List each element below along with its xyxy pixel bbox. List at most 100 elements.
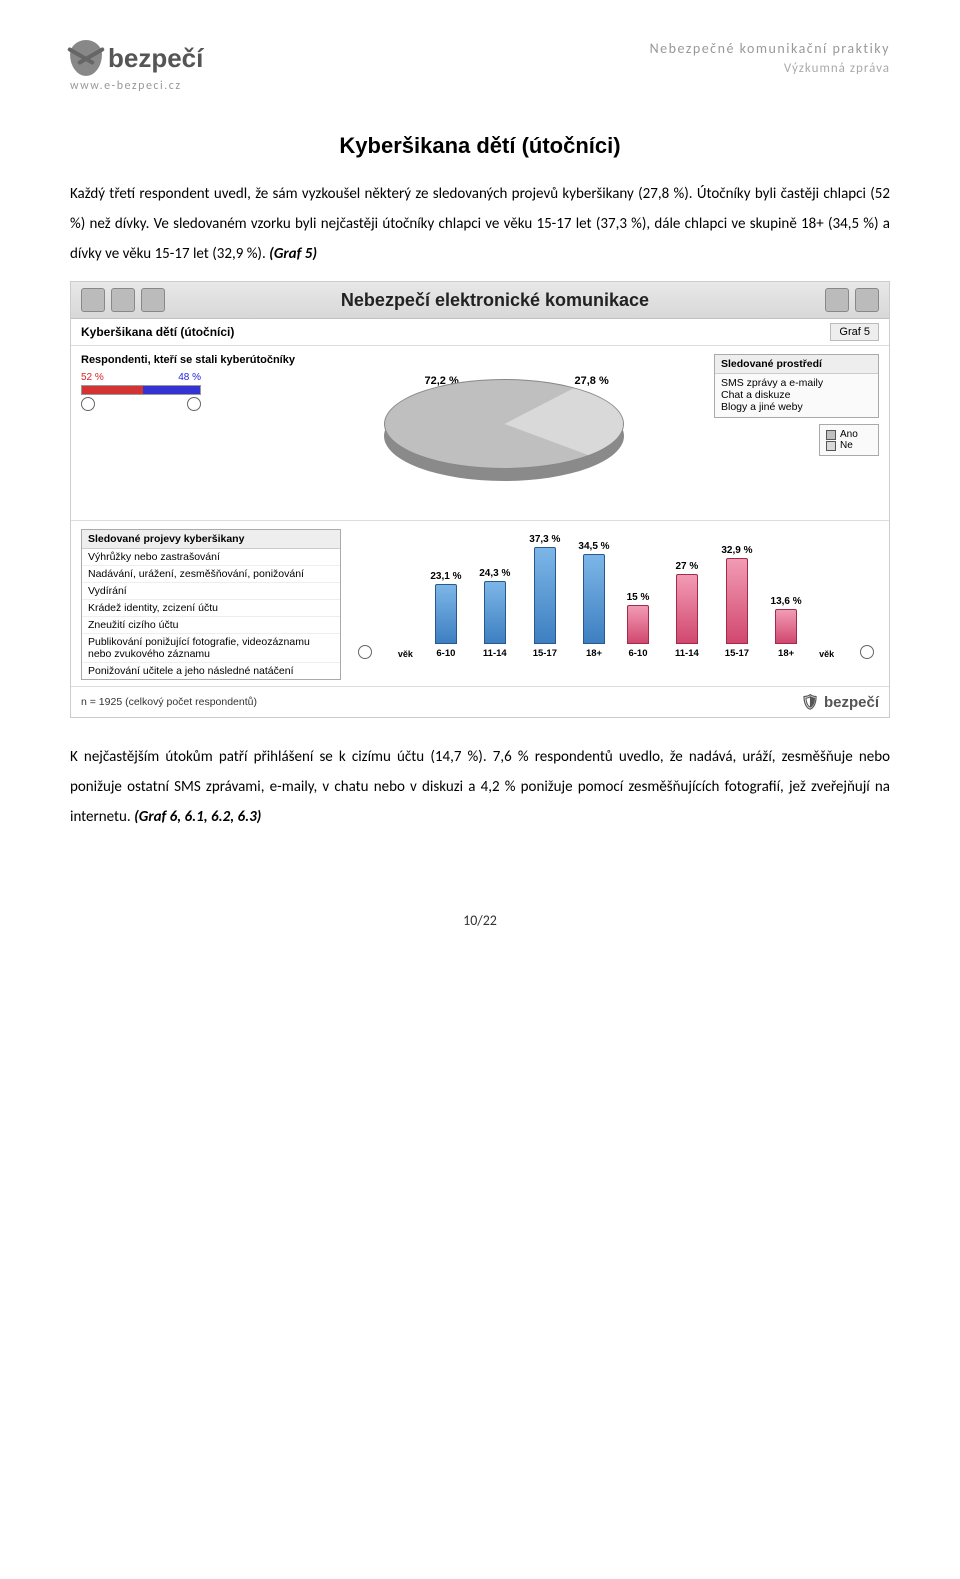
page-header: bezpečí www.e-bezpeci.cz Nebezpečné komu… bbox=[70, 40, 890, 93]
bar-col: 24,3 % 11-14 bbox=[483, 581, 507, 659]
bar-age-label: 6-10 bbox=[628, 648, 647, 659]
page-number: 10/22 bbox=[70, 912, 890, 929]
female-pct: 52 % bbox=[81, 372, 104, 383]
forms-item: Vydírání bbox=[82, 583, 340, 600]
infographic-panel: Nebezpečí elektronické komunikace Kyberš… bbox=[70, 281, 890, 718]
logo-text: bezpečí bbox=[108, 43, 203, 74]
bar-col: 27 % 11-14 bbox=[675, 574, 699, 659]
forms-box: Sledované projevy kyberšikany Výhrůžky n… bbox=[81, 529, 341, 680]
gender-block: Respondenti, kteří se stali kyberútočník… bbox=[81, 354, 295, 514]
antenna-icon bbox=[81, 288, 105, 312]
axis-label-right: věk bbox=[819, 649, 834, 659]
bar: 37,3 % bbox=[534, 547, 556, 644]
bar-col: 23,1 % 6-10 bbox=[435, 584, 457, 659]
axis-male-face-icon bbox=[358, 645, 372, 659]
bar: 13,6 % bbox=[775, 609, 797, 644]
bar-value-label: 37,3 % bbox=[529, 534, 560, 545]
bars-male: 23,1 % 6-10 24,3 % 11-14 37,3 % 15-17 34,5 % 18… bbox=[435, 547, 605, 659]
female-segment bbox=[82, 386, 143, 394]
respondents-label: Respondenti, kteří se stali kyberútočník… bbox=[81, 354, 295, 366]
bar-age-label: 18+ bbox=[778, 648, 794, 659]
bar: 27 % bbox=[676, 574, 698, 644]
pie-chart: 72,2 % 27,8 % bbox=[305, 354, 704, 514]
pie-slice-no bbox=[504, 380, 623, 468]
bar-col: 13,6 % 18+ bbox=[775, 609, 797, 659]
globe-icon bbox=[855, 288, 879, 312]
header-left: bezpečí www.e-bezpeci.cz bbox=[70, 40, 203, 93]
header-right: Nebezpečné komunikační praktiky Výzkumná… bbox=[650, 40, 890, 76]
bar: 34,5 % bbox=[583, 554, 605, 644]
bar: 24,3 % bbox=[484, 581, 506, 644]
bar-value-label: 15 % bbox=[627, 592, 650, 603]
male-segment bbox=[143, 386, 200, 394]
bars-female: 15 % 6-10 27 % 11-14 32,9 % 15-17 13,6 % 18+ bbox=[627, 558, 797, 659]
bar-age-label: 15-17 bbox=[725, 648, 749, 659]
pie-body bbox=[384, 379, 624, 469]
panel-subtitle: Kyberšikana dětí (útočníci) bbox=[81, 325, 234, 339]
axis-label-left: věk bbox=[398, 649, 413, 659]
legend-no: Ne bbox=[826, 440, 872, 451]
gender-bar: 52 % 48 % bbox=[81, 372, 201, 411]
bar: 15 % bbox=[627, 605, 649, 644]
forms-item: Krádež identity, zcizení účtu bbox=[82, 600, 340, 617]
forms-header: Sledované projevy kyberšikany bbox=[82, 530, 340, 549]
bar: 23,1 % bbox=[435, 584, 457, 644]
panel-footer: n = 1925 (celkový počet respondentů) 🛡 b… bbox=[71, 687, 889, 717]
bar-value-label: 24,3 % bbox=[479, 568, 510, 579]
phone-icon bbox=[111, 288, 135, 312]
n-footer: n = 1925 (celkový počet respondentů) bbox=[81, 696, 257, 708]
forms-item: Zneužití cizího účtu bbox=[82, 617, 340, 634]
panel-lower: Sledované projevy kyberšikany Výhrůžky n… bbox=[71, 521, 889, 687]
axis-female-face-icon bbox=[860, 645, 874, 659]
bar-value-label: 27 % bbox=[675, 561, 698, 572]
topbar-left-icons bbox=[81, 288, 165, 312]
bars-area: věk 23,1 % 6-10 24,3 % 11-14 37,3 % 15-17 34,5… bbox=[353, 529, 879, 679]
bar-age-label: 15-17 bbox=[533, 648, 557, 659]
graf-tag: Graf 5 bbox=[830, 323, 879, 341]
env-item: Blogy a jiné weby bbox=[721, 401, 872, 413]
male-face-icon bbox=[187, 397, 201, 411]
bar: 32,9 % bbox=[726, 558, 748, 644]
bar-age-label: 11-14 bbox=[675, 648, 699, 659]
forms-item: Nadávání, urážení, zesměšňování, ponižov… bbox=[82, 566, 340, 583]
page-title: Kyberšikana dětí (útočníci) bbox=[70, 133, 890, 159]
male-pct: 48 % bbox=[178, 372, 201, 383]
forms-item: Publikování ponižující fotografie, video… bbox=[82, 634, 340, 663]
forms-item: Ponižování učitele a jeho následné natáč… bbox=[82, 663, 340, 679]
bar-col: 15 % 6-10 bbox=[627, 605, 649, 659]
legend-yes: Ano bbox=[826, 429, 872, 440]
header-subtitle: Výzkumná zpráva bbox=[650, 61, 890, 76]
panel-upper: Respondenti, kteří se stali kyberútočník… bbox=[71, 346, 889, 521]
intro-paragraph: Každý třetí respondent uvedl, že sám vyz… bbox=[70, 179, 890, 269]
forms-item: Výhrůžky nebo zastrašování bbox=[82, 549, 340, 566]
environment-box: Sledované prostředí SMS zprávy a e-maily… bbox=[714, 354, 879, 418]
pie-legend: Ano Ne bbox=[819, 424, 879, 456]
bar-col: 37,3 % 15-17 bbox=[533, 547, 557, 659]
bar-value-label: 32,9 % bbox=[721, 545, 752, 556]
shield-icon bbox=[70, 40, 102, 76]
bar-value-label: 13,6 % bbox=[771, 596, 802, 607]
bar-age-label: 6-10 bbox=[436, 648, 455, 659]
bar-col: 34,5 % 18+ bbox=[583, 554, 605, 659]
gender-bar-track bbox=[81, 385, 201, 395]
panel-subheader-row: Kyberšikana dětí (útočníci) Graf 5 bbox=[71, 319, 889, 346]
bar-value-label: 34,5 % bbox=[578, 541, 609, 552]
header-tagline: Nebezpečné komunikační praktiky bbox=[650, 40, 890, 57]
logo: bezpečí bbox=[70, 40, 203, 76]
panel-topbar: Nebezpečí elektronické komunikace bbox=[71, 282, 889, 319]
bar-col: 32,9 % 15-17 bbox=[725, 558, 749, 659]
monitor-icon bbox=[825, 288, 849, 312]
bar-value-label: 23,1 % bbox=[430, 571, 461, 582]
bar-age-label: 18+ bbox=[586, 648, 602, 659]
graf-reference-2: (Graf 6, 6.1, 6.2, 6.3) bbox=[134, 808, 261, 826]
topbar-right-icons bbox=[825, 288, 879, 312]
graf-reference: (Graf 5) bbox=[269, 245, 317, 263]
side-boxes: Sledované prostředí SMS zprávy a e-maily… bbox=[714, 354, 879, 514]
outro-paragraph: K nejčastějším útokům patří přihlášení s… bbox=[70, 742, 890, 832]
site-url: www.e-bezpeci.cz bbox=[70, 79, 203, 93]
env-item: Chat a diskuze bbox=[721, 389, 872, 401]
footer-logo: 🛡 bezpečí bbox=[801, 693, 879, 711]
bar-age-label: 11-14 bbox=[483, 648, 507, 659]
env-item: SMS zprávy a e-maily bbox=[721, 377, 872, 389]
panel-title: Nebezpečí elektronické komunikace bbox=[165, 290, 825, 311]
